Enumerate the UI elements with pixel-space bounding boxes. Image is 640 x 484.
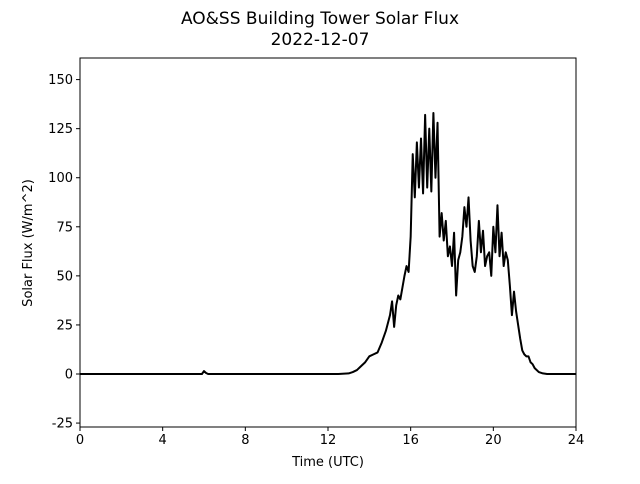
x-tick-label: 16	[402, 433, 419, 448]
y-tick-label: -25	[52, 417, 73, 432]
x-tick-label: 4	[159, 433, 167, 448]
plot-frame	[79, 57, 577, 428]
y-tick-label: 150	[48, 73, 73, 88]
data-line	[80, 111, 576, 376]
x-tick-label: 24	[568, 433, 585, 448]
x-axis-label: Time (UTC)	[291, 455, 364, 470]
chart-subtitle: 2022-12-07	[271, 30, 370, 50]
x-tick-label: 12	[320, 433, 337, 448]
y-tick-label: 125	[48, 122, 73, 137]
y-tick-label: 25	[56, 318, 73, 333]
chart-title: AO&SS Building Tower Solar Flux	[181, 9, 459, 29]
x-tick-label: 20	[485, 433, 502, 448]
y-tick-label: 0	[65, 368, 73, 383]
y-tick-label: 75	[56, 220, 73, 235]
x-tick-label: 8	[241, 433, 249, 448]
y-tick-label: 50	[56, 269, 73, 284]
y-axis-label: Solar Flux (W/m^2)	[21, 179, 36, 307]
y-tick-label: 100	[48, 171, 73, 186]
x-tick-label: 0	[76, 433, 84, 448]
